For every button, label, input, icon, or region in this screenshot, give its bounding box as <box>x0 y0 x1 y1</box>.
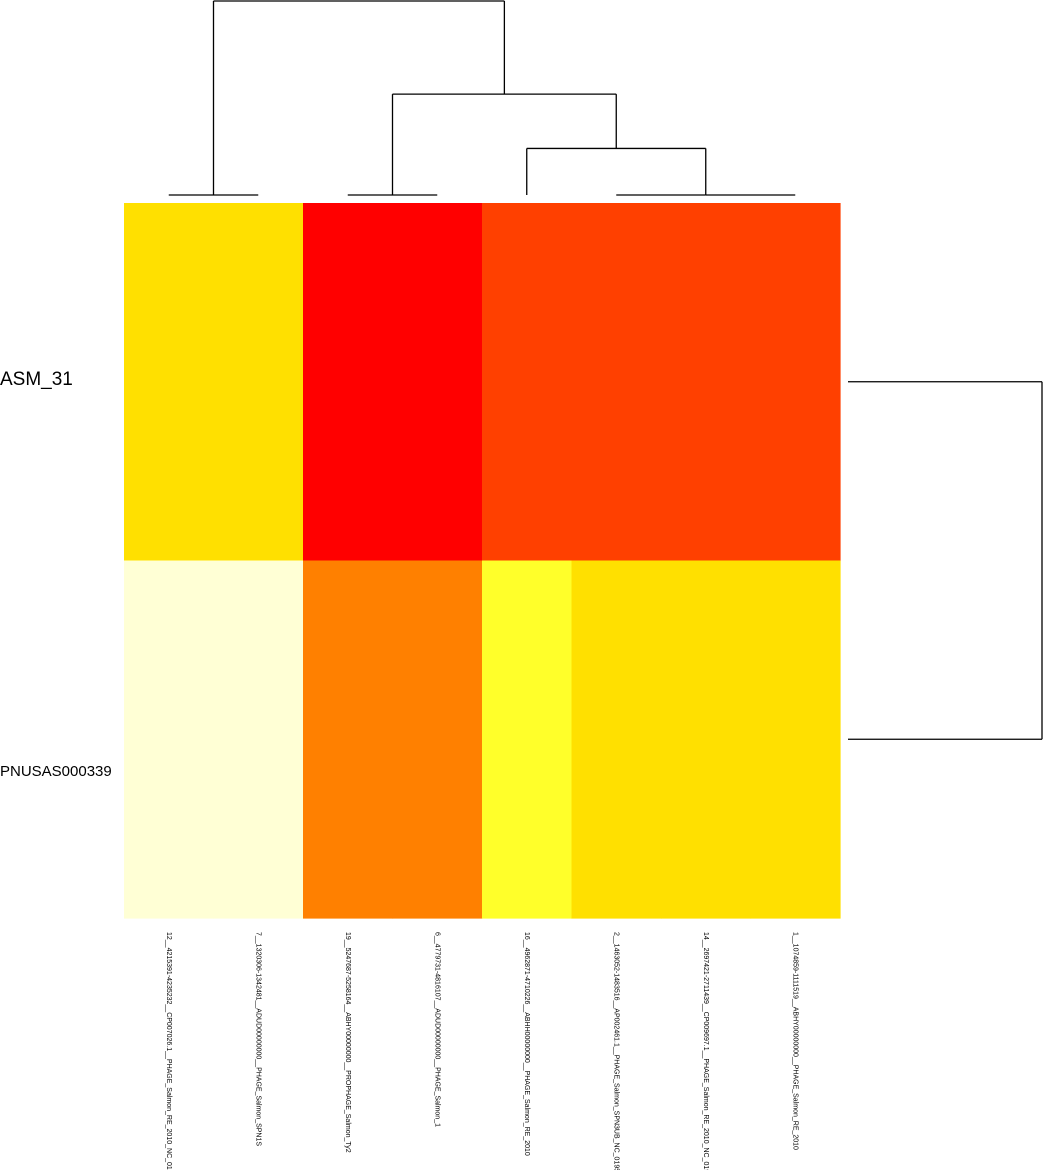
column-label: 12__4215391-4235232__CP007026.1__PHAGE_S… <box>165 932 172 1170</box>
heatmap-cell <box>213 560 304 919</box>
heatmap-cell <box>750 560 841 919</box>
column-labels: 12__4215391-4235232__CP007026.1__PHAGE_S… <box>165 932 799 1170</box>
column-dendrogram <box>168 0 796 196</box>
heatmap-cell <box>392 560 483 919</box>
heatmap-cell <box>661 203 752 562</box>
column-label: 16__4962871-4710226__ABHH00000000__PHAGE… <box>523 932 530 1156</box>
row-labels: ASM_31 PNUSAS000339 <box>0 369 112 780</box>
row-dendrogram <box>848 381 1043 740</box>
heatmap-cell <box>661 560 752 919</box>
heatmap-cell <box>213 203 304 562</box>
heatmap-cell <box>482 203 573 562</box>
heatmap-cell <box>750 203 841 562</box>
heatmap-cell <box>124 203 215 562</box>
column-label: 2__1463052-1483516__AP002461.1__PHAGE_Sa… <box>612 932 619 1170</box>
row-label: ASM_31 <box>0 369 73 390</box>
row-label: PNUSAS000339 <box>0 763 112 780</box>
column-label: 1__1074859-1111519__ABHY00000000__PHAGE_… <box>791 932 798 1150</box>
heatmap-cell <box>303 203 394 562</box>
heatmap-cell <box>303 560 394 919</box>
heatmap-cell <box>571 560 662 919</box>
heatmap-cells <box>124 203 841 919</box>
column-label: 19__5247687-5258164__ABHY00000000__PROPH… <box>344 932 351 1153</box>
column-label: 7__1320306-1342481__ADUD00000000__PHAGE_… <box>254 932 261 1146</box>
heatmap-cell <box>392 203 483 562</box>
column-label: 14__2697421-2711439__CP009697.1__PHAGE_S… <box>702 932 709 1170</box>
heatmap-cell <box>571 203 662 562</box>
column-label: 6__4779731-4816107__ADUD00000000__PHAGE_… <box>433 932 440 1127</box>
heatmap-cell <box>482 560 573 919</box>
heatmap-cell <box>124 560 215 919</box>
